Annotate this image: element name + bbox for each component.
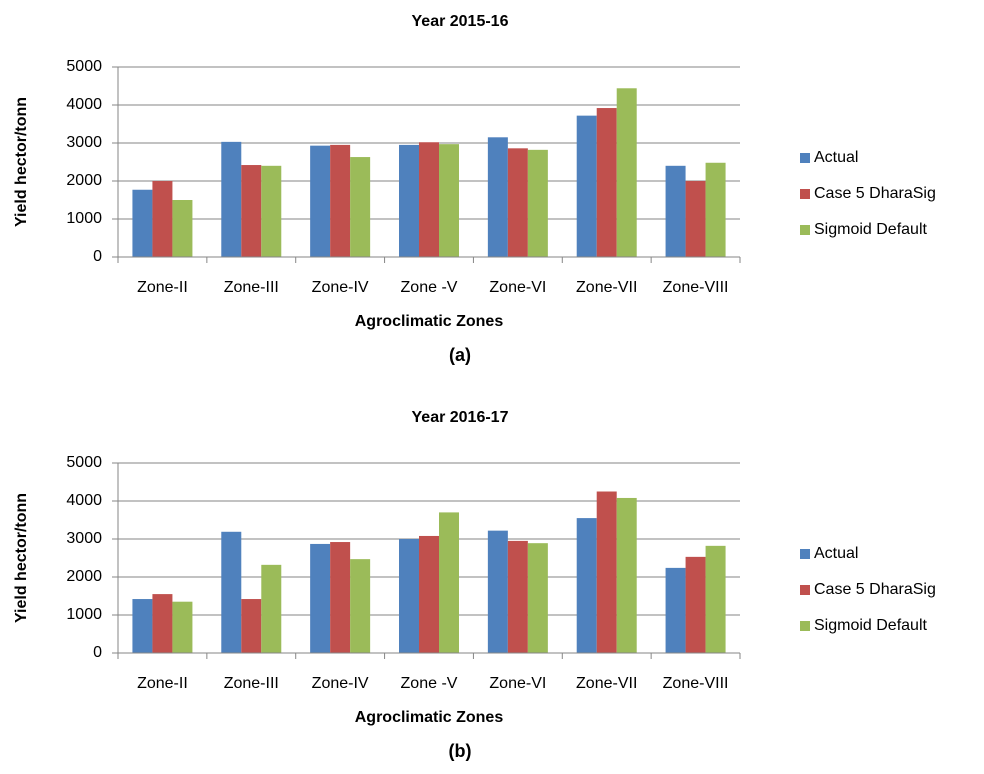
legend-label: Case 5 DharaSig [814, 581, 936, 598]
y-tick-label: 4000 [66, 492, 102, 509]
bar [261, 165, 282, 257]
y-tick-label: 0 [93, 248, 102, 265]
bar [350, 157, 371, 257]
bar [261, 564, 282, 653]
x-tick-label: Zone-VII [576, 675, 637, 692]
legend-label: Actual [814, 149, 858, 166]
bar [665, 567, 686, 653]
bar [616, 88, 637, 257]
bar [507, 148, 528, 257]
legend-swatch [800, 585, 810, 595]
bar [221, 531, 242, 653]
bar [172, 601, 193, 653]
x-tick-label: Zone-II [137, 675, 188, 692]
x-tick-label: Zone-III [224, 279, 279, 296]
bar [576, 115, 597, 257]
bar [527, 149, 548, 257]
bar [705, 162, 726, 257]
bar [527, 543, 548, 653]
bar [132, 599, 153, 653]
y-tick-label: 3000 [66, 530, 102, 547]
x-axis-label: Agroclimatic Zones [355, 709, 504, 726]
bar [419, 535, 439, 653]
x-tick-label: Zone -V [401, 675, 458, 692]
x-tick-label: Zone-II [137, 279, 188, 296]
y-tick-label: 1000 [66, 606, 102, 623]
caption: (a) [449, 345, 471, 365]
legend-swatch [800, 153, 810, 163]
x-tick-label: Zone-VIII [663, 675, 729, 692]
x-tick-label: Zone -V [401, 279, 458, 296]
y-tick-label: 0 [93, 644, 102, 661]
bar [310, 543, 331, 653]
bar [221, 141, 242, 257]
bar [685, 556, 706, 653]
bar [152, 181, 173, 257]
bar [350, 559, 371, 653]
y-tick-label: 2000 [66, 172, 102, 189]
chart-title: Year 2016-17 [412, 409, 509, 426]
x-tick-label: Zone-IV [312, 279, 369, 296]
bar [596, 108, 617, 257]
x-axis-label: Agroclimatic Zones [355, 313, 504, 330]
legend-label: Sigmoid Default [814, 221, 928, 238]
x-tick-label: Zone-VII [576, 279, 637, 296]
bar [330, 144, 351, 257]
legend-swatch [800, 225, 810, 235]
y-axis-label: Yield hector/tonn [13, 493, 30, 623]
bar [507, 540, 528, 653]
legend-label: Case 5 DharaSig [814, 185, 936, 202]
bar [487, 530, 508, 653]
y-tick-label: 5000 [66, 58, 102, 75]
bar [172, 200, 193, 257]
bar [132, 189, 153, 257]
bar [616, 497, 637, 653]
legend-label: Sigmoid Default [814, 617, 928, 634]
legend-swatch [800, 189, 810, 199]
bar [241, 165, 262, 257]
legend-swatch [800, 621, 810, 631]
bar [152, 594, 173, 653]
bar [596, 491, 617, 653]
bar [705, 545, 726, 653]
caption: (b) [449, 741, 472, 761]
bar [487, 137, 508, 257]
bar [439, 144, 459, 257]
y-tick-label: 1000 [66, 210, 102, 227]
x-tick-label: Zone-IV [312, 675, 369, 692]
y-axis-label: Yield hector/tonn [13, 97, 30, 227]
bar [439, 512, 459, 653]
y-tick-label: 2000 [66, 568, 102, 585]
bar [310, 145, 331, 257]
y-tick-label: 4000 [66, 96, 102, 113]
bar [241, 599, 262, 653]
x-tick-label: Zone-VI [489, 279, 546, 296]
bar [685, 181, 706, 257]
x-tick-label: Zone-III [224, 675, 279, 692]
bar [665, 165, 686, 257]
legend-label: Actual [814, 545, 858, 562]
chart-title: Year 2015-16 [412, 13, 509, 30]
bar [576, 518, 597, 653]
y-tick-label: 3000 [66, 134, 102, 151]
bar [399, 144, 419, 257]
x-tick-label: Zone-VIII [663, 279, 729, 296]
bar [399, 539, 419, 653]
bar [330, 542, 351, 653]
bar [419, 142, 439, 257]
y-tick-label: 5000 [66, 454, 102, 471]
legend-swatch [800, 549, 810, 559]
x-tick-label: Zone-VI [489, 675, 546, 692]
